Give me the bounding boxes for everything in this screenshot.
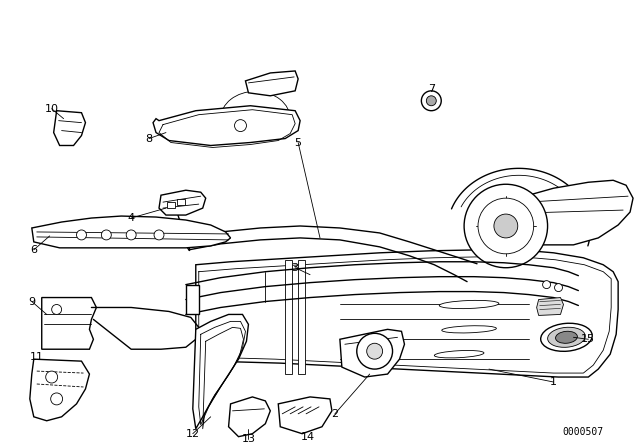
Polygon shape bbox=[153, 106, 300, 146]
Polygon shape bbox=[42, 297, 97, 349]
Circle shape bbox=[154, 230, 164, 240]
Polygon shape bbox=[285, 260, 292, 374]
Circle shape bbox=[126, 230, 136, 240]
Ellipse shape bbox=[541, 323, 592, 351]
Polygon shape bbox=[54, 111, 86, 146]
Polygon shape bbox=[177, 199, 185, 205]
Ellipse shape bbox=[548, 327, 586, 347]
Ellipse shape bbox=[439, 301, 499, 309]
Text: 7: 7 bbox=[428, 84, 435, 94]
Polygon shape bbox=[228, 397, 270, 437]
Text: 3: 3 bbox=[292, 263, 299, 273]
Text: 2: 2 bbox=[332, 409, 339, 419]
Circle shape bbox=[45, 371, 58, 383]
Circle shape bbox=[234, 120, 246, 132]
Polygon shape bbox=[537, 297, 563, 315]
Polygon shape bbox=[167, 202, 175, 208]
Circle shape bbox=[543, 280, 550, 289]
Circle shape bbox=[77, 230, 86, 240]
Ellipse shape bbox=[435, 350, 484, 358]
Circle shape bbox=[52, 305, 61, 314]
Text: 13: 13 bbox=[241, 434, 255, 444]
Text: 5: 5 bbox=[294, 138, 301, 147]
Ellipse shape bbox=[556, 331, 577, 343]
Text: 6: 6 bbox=[30, 245, 37, 255]
Polygon shape bbox=[196, 250, 618, 377]
Circle shape bbox=[51, 393, 63, 405]
Circle shape bbox=[426, 96, 436, 106]
Circle shape bbox=[464, 184, 548, 268]
Polygon shape bbox=[32, 216, 230, 248]
Text: 12: 12 bbox=[186, 429, 200, 439]
Text: 1: 1 bbox=[550, 377, 557, 387]
Polygon shape bbox=[340, 329, 404, 377]
Text: 10: 10 bbox=[45, 104, 59, 114]
Polygon shape bbox=[519, 180, 633, 245]
Polygon shape bbox=[30, 359, 90, 421]
Text: 0000507: 0000507 bbox=[562, 426, 604, 437]
Text: 4: 4 bbox=[127, 213, 135, 223]
Circle shape bbox=[101, 230, 111, 240]
Text: 11: 11 bbox=[30, 352, 44, 362]
Text: 8: 8 bbox=[145, 134, 152, 143]
Circle shape bbox=[367, 343, 383, 359]
Text: 15: 15 bbox=[581, 334, 595, 344]
Circle shape bbox=[421, 91, 441, 111]
Ellipse shape bbox=[442, 326, 497, 333]
Polygon shape bbox=[159, 190, 205, 215]
Text: 14: 14 bbox=[301, 432, 315, 442]
Polygon shape bbox=[298, 260, 305, 374]
Circle shape bbox=[478, 198, 534, 254]
Circle shape bbox=[554, 284, 563, 292]
Polygon shape bbox=[278, 397, 332, 434]
Circle shape bbox=[494, 214, 518, 238]
Polygon shape bbox=[193, 314, 248, 429]
Text: 9: 9 bbox=[28, 297, 35, 306]
Polygon shape bbox=[246, 71, 298, 96]
Polygon shape bbox=[186, 284, 199, 314]
Circle shape bbox=[356, 333, 392, 369]
